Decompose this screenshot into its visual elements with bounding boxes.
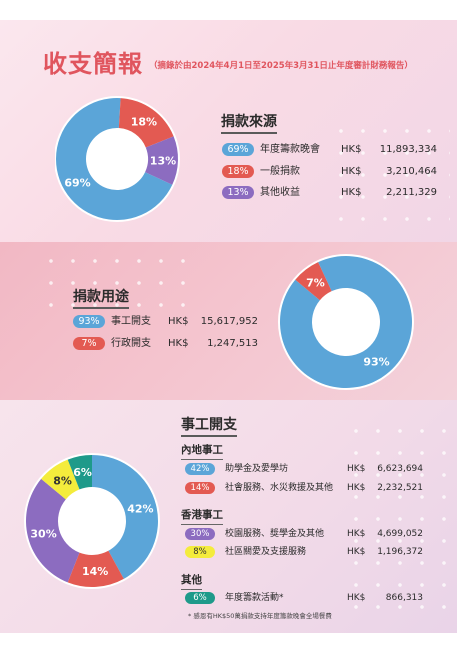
- income-label: 其他收益: [260, 187, 300, 198]
- ministry-amount: 6,623,694: [377, 464, 423, 474]
- percent-badge: 18%: [222, 165, 254, 178]
- currency-label: HK$: [347, 483, 366, 493]
- income-label: 一般捐款: [260, 166, 300, 177]
- income-amount: 3,210,464: [386, 166, 437, 177]
- currency-label: HK$: [347, 529, 366, 539]
- other-heading: 其他: [181, 574, 202, 590]
- donut-slice: [25, 478, 80, 583]
- hongkong-heading: 香港事工: [181, 509, 223, 525]
- usage-amount: 15,617,952: [200, 316, 258, 327]
- usage-label: 行政開支: [111, 338, 151, 349]
- usage-amount: 1,247,513: [207, 338, 258, 349]
- income-amount: 2,211,329: [386, 187, 437, 198]
- donut-slice: [280, 256, 412, 388]
- donut-slice-label: 8%: [53, 475, 72, 488]
- percent-badge: 93%: [73, 315, 105, 328]
- percent-badge: 6%: [185, 592, 215, 604]
- donut-slice: [92, 455, 159, 579]
- ministry-heading: 事工開支: [181, 414, 237, 437]
- donut-slice-label: 69%: [64, 177, 90, 190]
- donut-slice-label: 13%: [150, 154, 176, 167]
- ministry-amount: 1,196,372: [377, 547, 423, 557]
- ministry-donut-chart: 42% 14% 30% 8%6%: [24, 453, 160, 589]
- percent-badge: 7%: [73, 337, 105, 350]
- donut-slice-label: 42%: [127, 503, 153, 516]
- income-sources-donut-chart: 69% 18% 13%: [55, 96, 180, 222]
- ministry-row: 14% 社會服務、水災救援及其他 HK$ 2,232,521: [185, 482, 423, 496]
- donut-slice: [56, 98, 173, 220]
- income-row: 18% 一般捐款 HK$ 3,210,464: [222, 165, 437, 179]
- donut-slice-label: 14%: [82, 565, 108, 578]
- decorative-dots: [345, 420, 450, 620]
- currency-label: HK$: [347, 547, 366, 557]
- percent-badge: 69%: [222, 143, 254, 156]
- ministry-amount: 866,313: [385, 593, 423, 603]
- ministry-label: 助學金及愛學坊: [225, 464, 289, 474]
- percent-badge: 14%: [185, 482, 215, 494]
- percent-badge: 42%: [185, 463, 215, 475]
- page-title: 收支簡報: [43, 50, 143, 78]
- currency-label: HK$: [341, 144, 362, 155]
- income-sources-heading: 捐款來源: [221, 111, 277, 134]
- usage-row: 7% 行政開支 HK$ 1,247,513: [73, 337, 258, 351]
- ministry-amount: 4,699,052: [377, 529, 423, 539]
- currency-label: HK$: [347, 593, 366, 603]
- donut-slice: [295, 262, 332, 301]
- ministry-amount: 2,232,521: [377, 483, 423, 493]
- income-row: 13% 其他收益 HK$ 2,211,329: [222, 186, 437, 200]
- ministry-row: 30% 校園服務、獎學金及其他 HK$ 4,699,052: [185, 528, 423, 542]
- donut-slice: [41, 459, 80, 500]
- ministry-row: 42% 助學金及愛學坊 HK$ 6,623,694: [185, 463, 423, 477]
- donut-slice-label: 6%: [73, 466, 92, 479]
- ministry-row: 6% 年度籌款活動* HK$ 866,313: [185, 592, 423, 606]
- donut-slice: [118, 98, 174, 148]
- decorative-dots: [40, 250, 200, 310]
- income-label: 年度籌款晚會: [260, 144, 320, 155]
- percent-badge: 30%: [185, 528, 215, 540]
- usage-heading: 捐款用途: [73, 286, 129, 309]
- donut-slice-label: 7%: [306, 276, 325, 289]
- ministry-label: 社區關愛及支援服務: [225, 547, 307, 557]
- footnote: * 感恩有HK$50萬捐款支持年度籌款晚會全場餐費: [188, 612, 332, 620]
- percent-badge: 13%: [222, 186, 254, 199]
- income-row: 69% 年度籌款晚會 HK$ 11,893,334: [222, 143, 437, 157]
- page-subtitle: （摘錄於由2024年4月1日至2025年3月31日止年度審計財務報告）: [149, 61, 413, 71]
- currency-label: HK$: [347, 464, 366, 474]
- usage-donut-chart: 93% 7%: [278, 254, 414, 390]
- percent-badge: 8%: [185, 546, 215, 558]
- ministry-label: 年度籌款活動*: [225, 593, 284, 603]
- donut-slice-label: 93%: [363, 356, 389, 369]
- ministry-row: 8% 社區關愛及支援服務 HK$ 1,196,372: [185, 546, 423, 560]
- currency-label: HK$: [341, 166, 362, 177]
- donut-slice: [67, 455, 92, 490]
- donut-slice: [145, 136, 178, 185]
- income-amount: 11,893,334: [379, 144, 437, 155]
- donut-slice: [67, 550, 124, 587]
- ministry-label: 社會服務、水災救援及其他: [225, 483, 334, 493]
- usage-row: 93% 事工開支 HK$ 15,617,952: [73, 315, 258, 329]
- currency-label: HK$: [341, 187, 362, 198]
- donut-slice-label: 30%: [30, 527, 56, 540]
- usage-label: 事工開支: [111, 316, 151, 327]
- ministry-label: 校園服務、獎學金及其他: [225, 529, 325, 539]
- decorative-dots: [330, 120, 450, 230]
- currency-label: HK$: [168, 338, 189, 349]
- donut-slice-label: 18%: [131, 116, 157, 129]
- mainland-heading: 內地事工: [181, 444, 223, 460]
- currency-label: HK$: [168, 316, 189, 327]
